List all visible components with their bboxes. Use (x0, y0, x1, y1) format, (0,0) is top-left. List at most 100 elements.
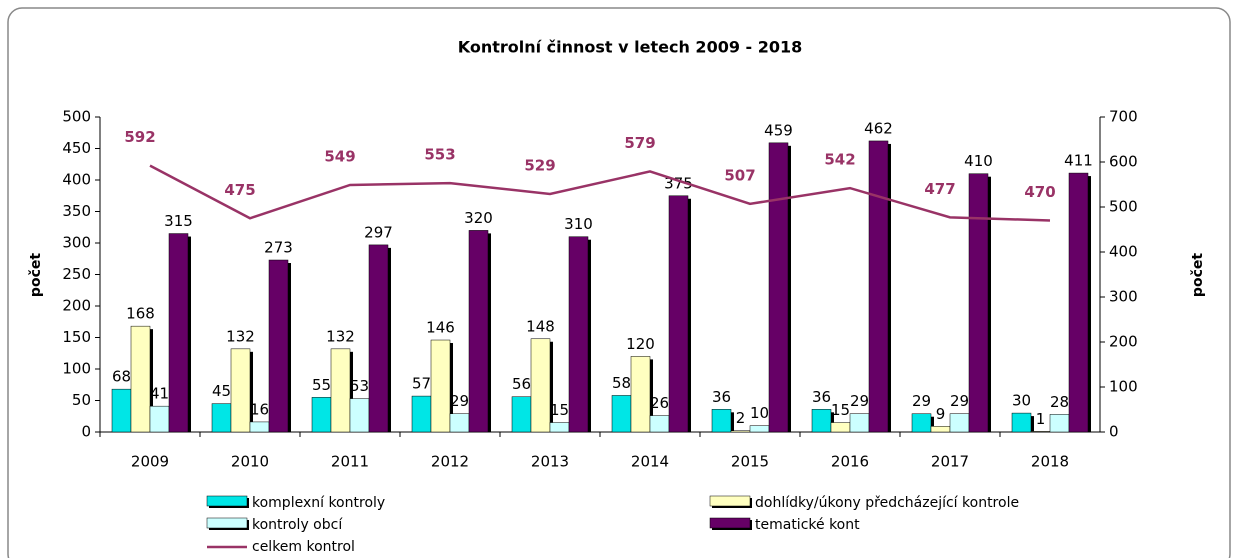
bar (649, 415, 670, 433)
y2-tick-label: 600 (1109, 153, 1138, 171)
data-label: 132 (326, 327, 355, 345)
y2-tick-label: 300 (1109, 288, 1138, 306)
y2-tick-label: 200 (1109, 333, 1138, 351)
y-tick-label: 350 (62, 202, 91, 220)
bar (711, 409, 732, 433)
bar (1068, 172, 1089, 433)
bar (330, 348, 351, 433)
x-tick-label: 2010 (231, 453, 269, 471)
x-tick-label: 2018 (1031, 453, 1069, 471)
legend-label: komplexní kontroly (252, 495, 385, 511)
bar (968, 173, 989, 433)
x-tick-label: 2014 (631, 453, 669, 471)
data-label: 29 (850, 392, 869, 410)
data-label: 273 (264, 239, 293, 257)
data-label: 410 (964, 152, 993, 170)
data-label: 1 (1036, 410, 1046, 428)
y-tick-label: 200 (62, 297, 91, 315)
line-label: 579 (624, 134, 655, 152)
y2-tick-label: 500 (1109, 198, 1138, 216)
bar (849, 413, 870, 433)
bar (211, 403, 232, 433)
y2-tick-label: 400 (1109, 243, 1138, 261)
y-axis-title: počet (28, 253, 44, 297)
bar (249, 421, 270, 433)
bar (930, 426, 951, 433)
bar (1030, 431, 1051, 433)
y-tick-label: 500 (62, 108, 91, 126)
legend-label: celkem kontrol (252, 539, 355, 555)
data-label: 30 (1012, 392, 1031, 410)
data-label: 315 (164, 212, 193, 230)
bar (768, 142, 789, 433)
legend-label: kontroly obcí (252, 517, 343, 533)
bar (149, 405, 170, 433)
data-label: 297 (364, 223, 393, 241)
bar (830, 422, 851, 433)
data-label: 132 (226, 327, 255, 345)
legend-label: dohlídky/úkony předcházející kontrole (755, 495, 1019, 511)
line-label: 507 (724, 166, 755, 184)
data-label: 168 (126, 305, 155, 323)
bar (411, 395, 432, 433)
data-label: 36 (812, 388, 831, 406)
bar (449, 413, 470, 433)
x-tick-label: 2009 (131, 453, 169, 471)
x-tick-label: 2011 (331, 453, 369, 471)
bar (568, 236, 589, 433)
data-label: 9 (936, 405, 946, 423)
bar (349, 398, 370, 433)
line-label: 553 (424, 146, 455, 164)
bar (811, 409, 832, 433)
line-label: 475 (224, 181, 255, 199)
data-label: 462 (864, 119, 893, 137)
data-label: 68 (112, 368, 131, 386)
legend-swatch (206, 495, 248, 507)
chart-frame (7, 7, 1231, 558)
line-label: 542 (824, 151, 855, 169)
bar (1011, 412, 1032, 433)
bar (511, 396, 532, 433)
legend-label: tematické kont (755, 517, 860, 533)
x-tick-label: 2015 (731, 453, 769, 471)
x-tick-label: 2016 (831, 453, 869, 471)
y2-axis-title: počet (1190, 253, 1206, 297)
y-tick-label: 400 (62, 171, 91, 189)
data-label: 58 (612, 374, 631, 392)
y2-tick-label: 0 (1109, 423, 1119, 441)
data-label: 55 (312, 376, 331, 394)
data-label: 36 (712, 388, 731, 406)
legend-swatch (709, 495, 751, 507)
data-label: 53 (350, 377, 369, 395)
data-label: 411 (1064, 152, 1093, 170)
line-label: 477 (924, 180, 955, 198)
data-label: 57 (412, 375, 431, 393)
y2-tick-label: 700 (1109, 108, 1138, 126)
bar (530, 338, 551, 433)
data-label: 120 (626, 335, 655, 353)
data-label: 28 (1050, 393, 1069, 411)
bar (1049, 414, 1070, 433)
line (149, 164, 1051, 222)
y-tick-label: 50 (72, 391, 91, 409)
data-label: 29 (950, 392, 969, 410)
y-tick-label: 0 (81, 423, 91, 441)
line-label: 470 (1024, 183, 1055, 201)
bar (949, 413, 970, 433)
bar (668, 195, 689, 433)
y-tick-label: 100 (62, 360, 91, 378)
data-label: 459 (764, 121, 793, 139)
data-label: 29 (450, 392, 469, 410)
x-tick-label: 2012 (431, 453, 469, 471)
bar (730, 430, 751, 433)
bar (168, 233, 189, 433)
data-label: 15 (550, 401, 569, 419)
data-label: 29 (912, 392, 931, 410)
x-tick-label: 2017 (931, 453, 969, 471)
data-label: 56 (512, 375, 531, 393)
legend-swatch (709, 517, 751, 529)
line-label: 529 (524, 156, 555, 174)
line-label: 592 (124, 128, 155, 146)
bar (749, 425, 770, 433)
